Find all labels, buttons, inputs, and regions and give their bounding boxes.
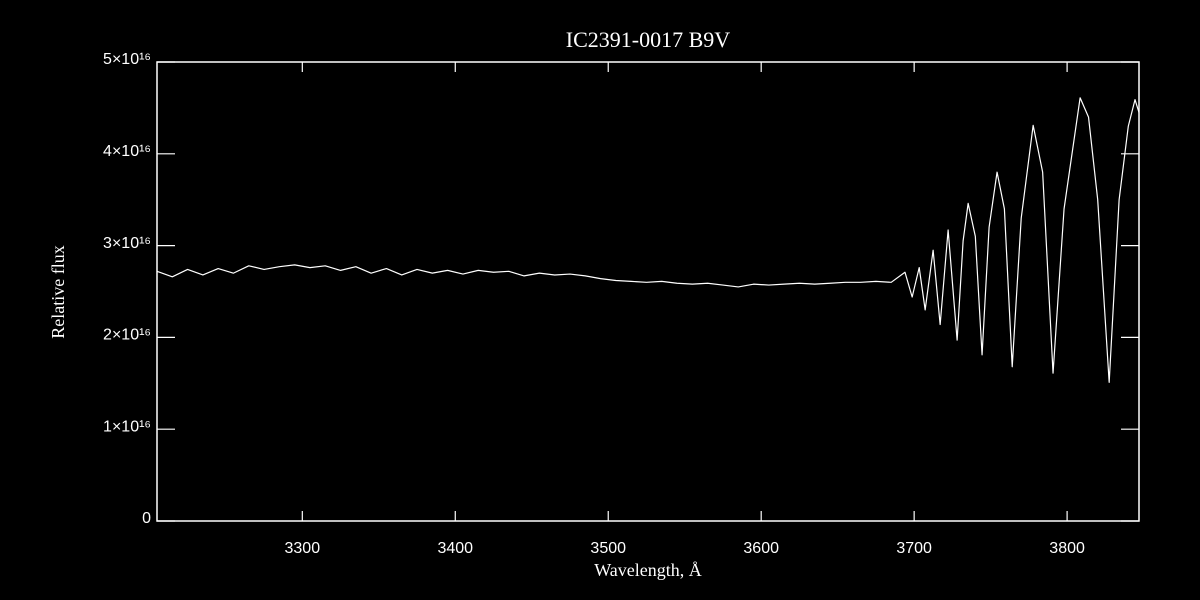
y-tick-label: 0 [142, 510, 151, 527]
x-axis-label: Wavelength, Å [594, 560, 702, 580]
x-tick-label: 3600 [743, 540, 779, 557]
y-tick-label: 2×10¹⁶ [103, 327, 151, 344]
x-tick-label: 3500 [590, 540, 626, 557]
y-tick-label: 5×10¹⁶ [103, 51, 151, 68]
y-tick-label: 1×10¹⁶ [103, 418, 151, 435]
x-tick-label: 3300 [285, 540, 321, 557]
y-tick-label: 4×10¹⁶ [103, 143, 151, 160]
x-tick-label: 3800 [1049, 540, 1085, 557]
x-tick-label: 3700 [896, 540, 932, 557]
spectrum-line [156, 97, 1140, 383]
y-axis-label: Relative flux [48, 245, 68, 338]
x-tick-label: 3400 [437, 540, 473, 557]
chart-title: IC2391-0017 B9V [566, 27, 731, 52]
y-tick-label: 3×10¹⁶ [103, 235, 151, 252]
plot-frame [156, 61, 1140, 522]
